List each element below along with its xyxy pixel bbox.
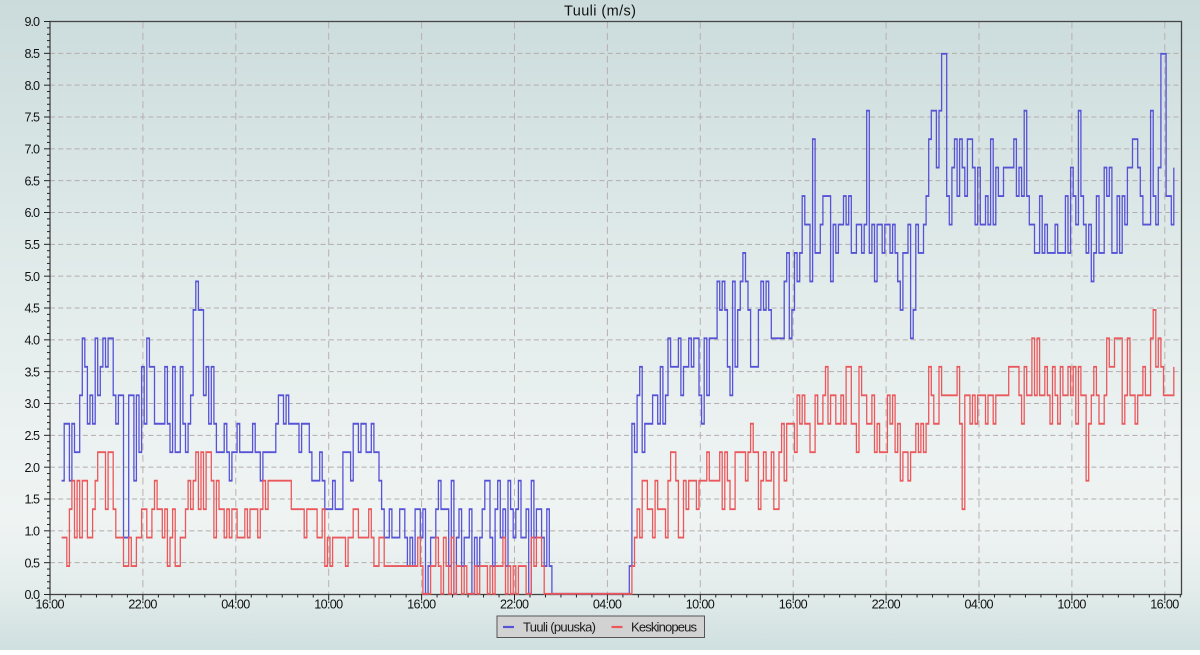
svg-text:4.5: 4.5 [25, 302, 41, 316]
svg-text:8.0: 8.0 [25, 79, 41, 93]
svg-text:04:00: 04:00 [593, 598, 622, 612]
svg-text:16:00: 16:00 [407, 598, 436, 612]
svg-text:0.5: 0.5 [25, 556, 41, 570]
svg-text:16:00: 16:00 [1150, 598, 1179, 612]
svg-text:10:00: 10:00 [1057, 598, 1086, 612]
svg-text:3.0: 3.0 [25, 397, 41, 411]
svg-text:4.0: 4.0 [25, 334, 41, 348]
svg-text:16:00: 16:00 [779, 598, 808, 612]
svg-text:3.5: 3.5 [25, 365, 41, 379]
svg-text:22:00: 22:00 [128, 598, 157, 612]
svg-text:04:00: 04:00 [221, 598, 250, 612]
svg-text:04:00: 04:00 [965, 598, 994, 612]
svg-text:9.0: 9.0 [25, 15, 41, 29]
svg-text:22:00: 22:00 [872, 598, 901, 612]
svg-text:1.5: 1.5 [25, 493, 41, 507]
svg-text:2.5: 2.5 [25, 429, 41, 443]
svg-text:Tuuli (puuska): Tuuli (puuska) [523, 620, 596, 635]
svg-text:22:00: 22:00 [500, 598, 529, 612]
svg-text:6.5: 6.5 [25, 174, 41, 188]
svg-text:8.5: 8.5 [25, 47, 41, 61]
svg-text:16:00: 16:00 [36, 598, 65, 612]
svg-text:Keskinopeus: Keskinopeus [631, 620, 698, 635]
svg-text:2.0: 2.0 [25, 461, 41, 475]
svg-text:Tuuli (m/s): Tuuli (m/s) [564, 3, 636, 19]
svg-text:0.0: 0.0 [25, 588, 41, 602]
svg-text:7.0: 7.0 [25, 143, 41, 157]
svg-text:7.5: 7.5 [25, 111, 41, 125]
svg-text:5.0: 5.0 [25, 270, 41, 284]
svg-text:10:00: 10:00 [686, 598, 715, 612]
svg-text:1.0: 1.0 [25, 525, 41, 539]
svg-text:5.5: 5.5 [25, 238, 41, 252]
svg-text:6.0: 6.0 [25, 206, 41, 220]
svg-text:10:00: 10:00 [314, 598, 343, 612]
